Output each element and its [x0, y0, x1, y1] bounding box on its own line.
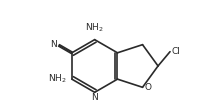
- Text: NH$_2$: NH$_2$: [48, 73, 67, 85]
- Text: N: N: [91, 93, 98, 102]
- Text: N: N: [51, 40, 57, 49]
- Text: O: O: [144, 83, 151, 92]
- Text: Cl: Cl: [172, 47, 181, 56]
- Text: NH$_2$: NH$_2$: [85, 21, 104, 34]
